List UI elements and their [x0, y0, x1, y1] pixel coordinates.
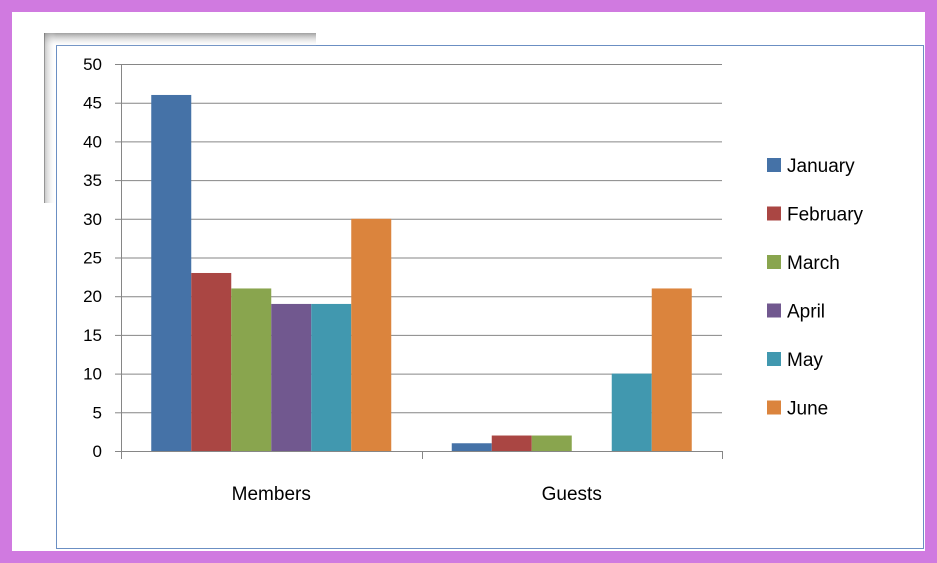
- y-tick-label: 25: [83, 249, 102, 268]
- legend-swatch-february: [767, 206, 781, 221]
- corner-shadow-top: [44, 33, 316, 47]
- y-tick-label: 0: [93, 442, 102, 461]
- legend-swatch-may: [767, 352, 781, 366]
- legend-label-february: February: [787, 205, 864, 226]
- legend-label-may: May: [787, 350, 823, 371]
- legend-label-april: April: [787, 302, 825, 323]
- bar-may-guests: [611, 373, 652, 451]
- labels: 0 5 10 15 20 25 30 35 40 45 50 Members Guests: [83, 55, 602, 505]
- bar-march-members: [231, 288, 272, 451]
- bar-may-members: [311, 303, 352, 451]
- bar-april-members: [271, 303, 312, 451]
- x-category-label: Members: [232, 484, 311, 505]
- corner-shadow-left: [44, 33, 56, 203]
- legend-swatch-april: [767, 303, 781, 318]
- y-tick-label: 20: [83, 287, 102, 306]
- y-tick-label: 30: [83, 210, 102, 229]
- legend-label-january: January: [787, 156, 855, 177]
- legend-swatch-january: [767, 158, 781, 172]
- legend-swatch-june: [767, 400, 781, 415]
- y-tick-label: 15: [83, 326, 102, 345]
- y-tick-label: 40: [83, 132, 102, 151]
- bar-march-guests: [531, 435, 572, 451]
- y-tick-label: 45: [83, 94, 102, 113]
- bars: [151, 94, 692, 452]
- y-tick-label: 5: [93, 403, 102, 422]
- legend: January February March April May June: [767, 156, 864, 420]
- y-tick-label: 35: [83, 171, 102, 190]
- y-tick-label: 50: [83, 55, 102, 74]
- bar-january-guests: [451, 443, 492, 451]
- bar-february-guests: [491, 435, 532, 451]
- bar-january-members: [151, 94, 192, 452]
- bar-june-members: [351, 218, 392, 451]
- axes: [115, 64, 723, 459]
- legend-swatch-march: [767, 255, 781, 269]
- legend-label-june: June: [787, 399, 828, 420]
- bar-june-guests: [651, 288, 692, 451]
- legend-label-march: March: [787, 253, 840, 274]
- x-category-label: Guests: [542, 484, 602, 505]
- bar-february-members: [191, 272, 232, 451]
- y-tick-label: 10: [83, 365, 102, 384]
